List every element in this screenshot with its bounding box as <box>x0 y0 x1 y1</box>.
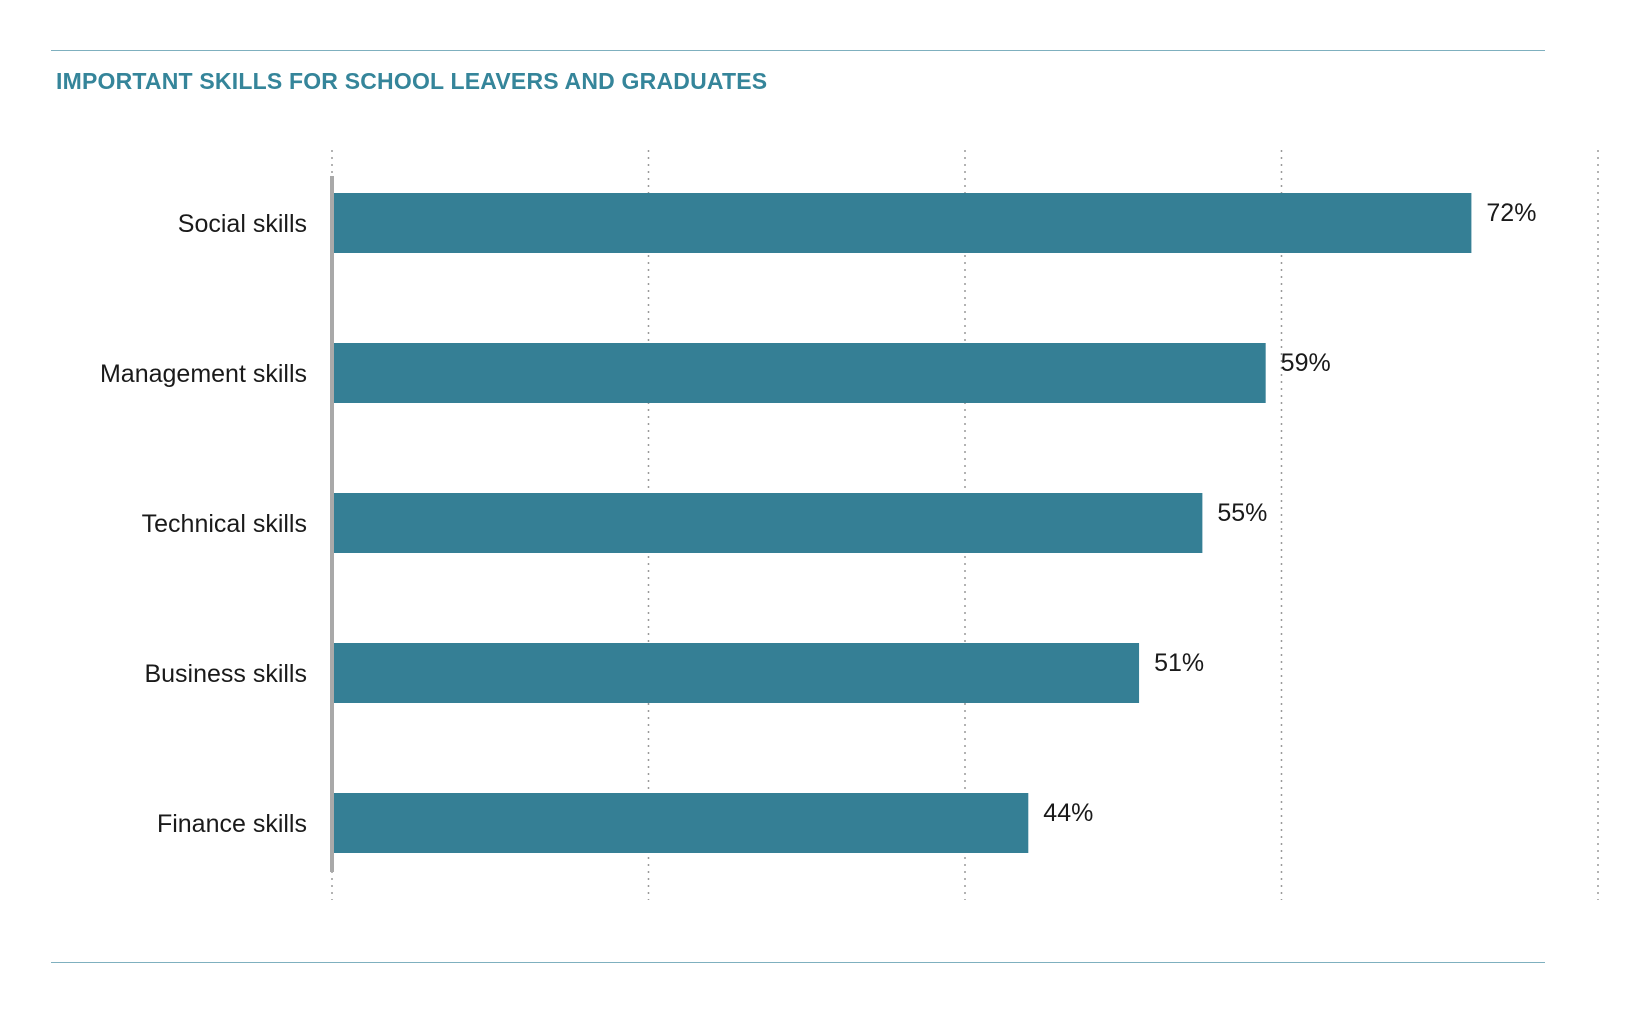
value-label: 55% <box>1217 499 1267 527</box>
category-label: Management skills <box>100 360 307 388</box>
category-label: Business skills <box>144 660 307 688</box>
bar <box>332 193 1472 253</box>
bottom-rule <box>51 962 1545 963</box>
category-label: Technical skills <box>142 510 307 538</box>
value-label: 59% <box>1281 349 1331 377</box>
value-label: 72% <box>1486 199 1536 227</box>
bar <box>332 493 1203 553</box>
bar <box>332 643 1140 703</box>
category-label: Finance skills <box>157 810 307 838</box>
value-label: 51% <box>1154 649 1204 677</box>
bars <box>332 193 1472 853</box>
top-rule <box>51 50 1545 51</box>
category-labels: Social skills Management skills Technical … <box>100 210 307 838</box>
bar <box>332 343 1266 403</box>
category-label: Social skills <box>178 210 307 238</box>
value-labels: 72% 59% 55% 51% 44% <box>1043 199 1536 827</box>
value-label: 44% <box>1043 799 1093 827</box>
bar <box>332 793 1029 853</box>
chart-title: IMPORTANT SKILLS FOR SCHOOL LEAVERS AND … <box>56 68 768 94</box>
